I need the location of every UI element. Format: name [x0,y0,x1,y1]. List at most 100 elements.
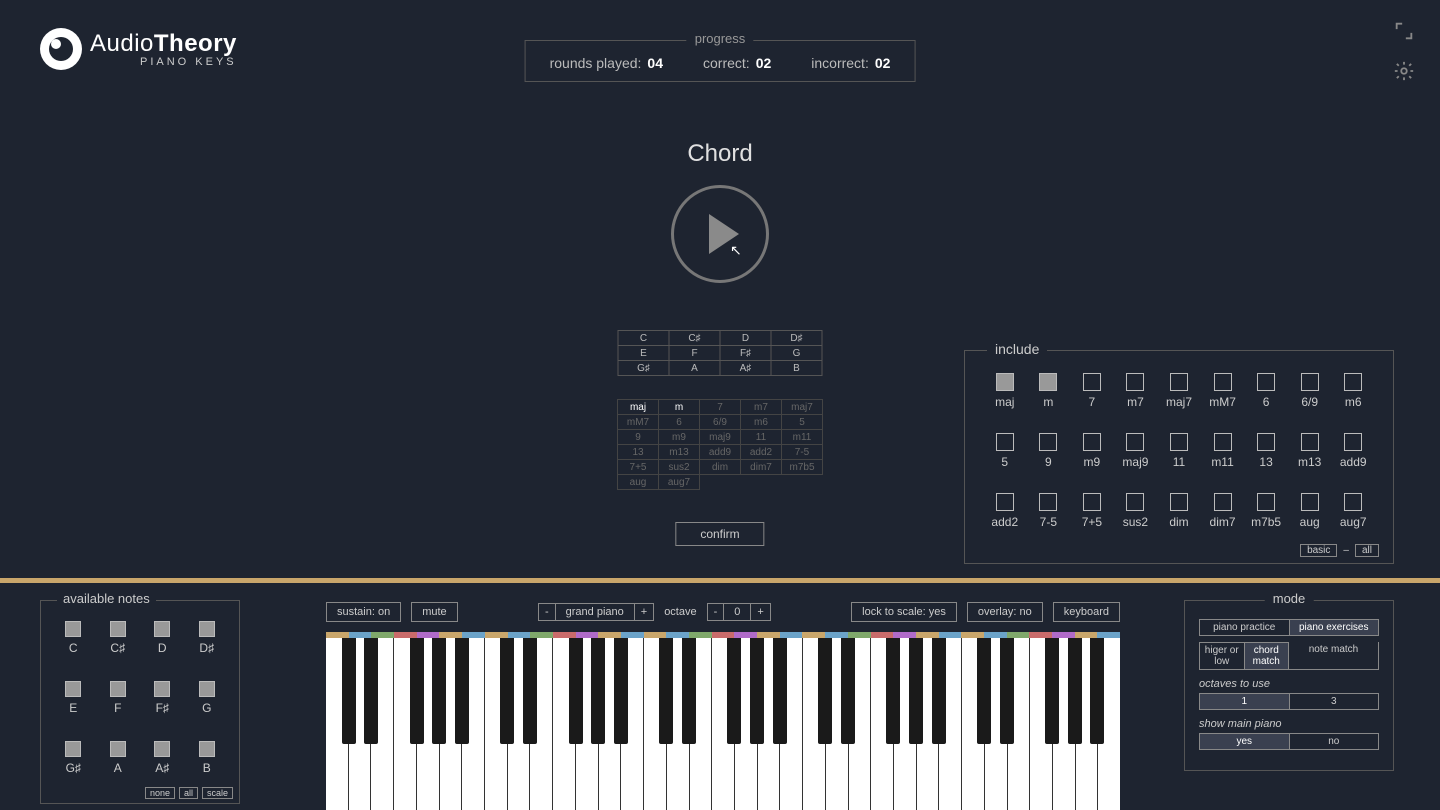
quality-cell[interactable]: 9 [618,430,659,445]
instrument-prev[interactable]: - [538,603,556,621]
include-item[interactable]: m9 [1070,433,1114,469]
black-key[interactable] [727,638,741,744]
black-key[interactable] [886,638,900,744]
avail-scale-button[interactable]: scale [202,787,233,799]
include-item[interactable]: dim7 [1201,493,1245,529]
black-key[interactable] [909,638,923,744]
quality-cell[interactable]: 6 [659,415,700,430]
avail-item[interactable]: G [185,681,230,715]
include-item[interactable]: 6 [1244,373,1288,409]
black-key[interactable] [364,638,378,744]
include-item[interactable]: aug [1288,493,1332,529]
avail-item[interactable]: D♯ [185,621,230,655]
quality-cell[interactable]: 5 [782,415,823,430]
mode-segment[interactable]: piano practice [1199,619,1290,636]
note-cell[interactable]: F [669,346,720,361]
include-item[interactable]: m7b5 [1244,493,1288,529]
quality-cell[interactable]: dim7 [741,460,782,475]
mode-segment[interactable]: higer or low [1199,642,1245,670]
include-item[interactable]: sus2 [1114,493,1158,529]
instrument-next[interactable]: + [634,603,654,621]
note-cell[interactable]: D♯ [771,331,822,346]
gear-icon[interactable] [1393,60,1415,82]
quality-cell[interactable]: sus2 [659,460,700,475]
mute-button[interactable]: mute [411,602,457,622]
include-item[interactable]: m7 [1114,373,1158,409]
avail-item[interactable]: C [51,621,96,655]
include-item[interactable]: 11 [1157,433,1201,469]
avail-item[interactable]: C♯ [96,621,141,655]
black-key[interactable] [659,638,673,744]
black-key[interactable] [500,638,514,744]
fullscreen-icon[interactable] [1393,20,1415,42]
include-item[interactable]: dim [1157,493,1201,529]
quality-cell[interactable]: maj7 [782,400,823,415]
note-cell[interactable]: A♯ [720,361,771,376]
black-key[interactable] [818,638,832,744]
octave-minus[interactable]: - [707,603,725,621]
include-basic-button[interactable]: basic [1300,544,1337,557]
overlay-button[interactable]: overlay: no [967,602,1043,622]
black-key[interactable] [932,638,946,744]
include-item[interactable]: maj9 [1114,433,1158,469]
quality-cell[interactable]: 13 [618,445,659,460]
avail-item[interactable]: D [140,621,185,655]
black-key[interactable] [1090,638,1104,744]
quality-cell[interactable]: aug [618,475,659,490]
black-key[interactable] [591,638,605,744]
include-item[interactable]: 7 [1070,373,1114,409]
quality-cell[interactable]: m7 [741,400,782,415]
avail-item[interactable]: A♯ [140,741,185,775]
keyboard-button[interactable]: keyboard [1053,602,1120,622]
black-key[interactable] [1000,638,1014,744]
avail-item[interactable]: E [51,681,96,715]
note-cell[interactable]: E [618,346,669,361]
black-key[interactable] [750,638,764,744]
note-cell[interactable]: G [771,346,822,361]
lock-scale-button[interactable]: lock to scale: yes [851,602,957,622]
quality-cell[interactable]: add9 [700,445,741,460]
mode-segment[interactable]: 3 [1290,693,1380,710]
avail-item[interactable]: F [96,681,141,715]
piano-keyboard[interactable] [326,632,1120,810]
avail-item[interactable]: G♯ [51,741,96,775]
include-item[interactable]: m13 [1288,433,1332,469]
quality-cell[interactable]: 7-5 [782,445,823,460]
quality-cell[interactable]: 7+5 [618,460,659,475]
include-item[interactable]: add2 [983,493,1027,529]
black-key[interactable] [1068,638,1082,744]
sustain-button[interactable]: sustain: on [326,602,401,622]
note-cell[interactable]: F♯ [720,346,771,361]
note-cell[interactable]: C♯ [669,331,720,346]
note-cell[interactable]: D [720,331,771,346]
mode-segment[interactable]: piano exercises [1290,619,1380,636]
avail-all-button[interactable]: all [179,787,198,799]
note-cell[interactable]: A [669,361,720,376]
avail-item[interactable]: A [96,741,141,775]
black-key[interactable] [614,638,628,744]
quality-cell[interactable]: m6 [741,415,782,430]
mode-segment[interactable]: no [1290,733,1380,750]
avail-item[interactable]: B [185,741,230,775]
black-key[interactable] [432,638,446,744]
black-key[interactable] [1045,638,1059,744]
black-key[interactable] [841,638,855,744]
octave-plus[interactable]: + [750,603,770,621]
confirm-button[interactable]: confirm [675,522,764,546]
quality-cell[interactable]: dim [700,460,741,475]
mode-segment[interactable]: chord match [1245,642,1290,670]
note-cell[interactable]: G♯ [618,361,669,376]
quality-cell[interactable]: 7 [700,400,741,415]
include-item[interactable]: 5 [983,433,1027,469]
include-item[interactable]: maj7 [1157,373,1201,409]
quality-cell[interactable]: m [659,400,700,415]
quality-cell[interactable]: m11 [782,430,823,445]
mode-segment[interactable]: yes [1199,733,1290,750]
mode-segment[interactable]: 1 [1199,693,1290,710]
include-item[interactable]: 9 [1027,433,1071,469]
quality-cell[interactable]: m7b5 [782,460,823,475]
black-key[interactable] [342,638,356,744]
black-key[interactable] [977,638,991,744]
play-button[interactable] [671,185,769,283]
black-key[interactable] [773,638,787,744]
